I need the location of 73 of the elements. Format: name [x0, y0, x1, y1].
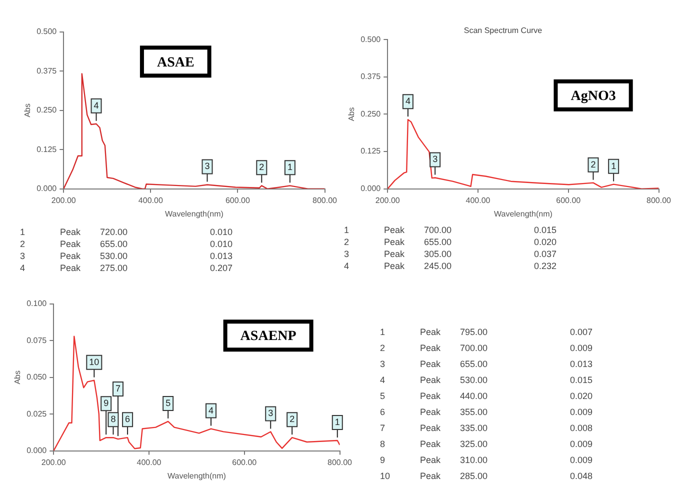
x-tick-label: 400.00 — [138, 196, 164, 205]
x-tick-label: 800.00 — [646, 196, 672, 205]
x-axis-title: Wavelength(nm) — [164, 209, 224, 218]
x-tick-label: 800.00 — [312, 196, 338, 205]
x-tick-label: 400.00 — [136, 458, 162, 467]
y-tick-label: 0.250 — [36, 106, 58, 115]
annotation: 6 — [125, 414, 130, 424]
text: 4 Peak 530.00 0.015 — [380, 375, 593, 385]
y-tick-label: 0.125 — [36, 144, 58, 154]
annotation: 1 — [334, 417, 340, 428]
annotation: 4 — [94, 100, 99, 110]
text: 2 Peak 655.00 0.010 — [20, 239, 233, 249]
x-tick-label: 200.00 — [41, 458, 66, 467]
text: ASAE — [156, 55, 194, 70]
y-tick-label: 0.250 — [360, 109, 382, 118]
x-tick-label: 200.00 — [375, 196, 400, 205]
y-tick-label: 0.375 — [360, 72, 382, 82]
text: 3 Peak 305.00 0.037 — [344, 249, 557, 259]
y-tick-label: 0.125 — [360, 146, 382, 156]
y-tick-label: 0.500 — [36, 27, 58, 36]
y-tick-label: 0.000 — [26, 446, 48, 456]
y-tick-label: 0.100 — [26, 299, 48, 308]
y-axis-title: Abs — [347, 107, 356, 122]
x-tick-label: 600.00 — [225, 196, 250, 205]
y-axis-title: Abs — [13, 370, 22, 384]
chart-title: Scan Spectrum Curve — [464, 26, 543, 36]
text: 6 Peak 355.00 0.009 — [380, 407, 593, 417]
y-tick-label: 0.375 — [36, 66, 58, 76]
text: 5 Peak 440.00 0.020 — [380, 391, 593, 401]
x-axis-title: Wavelength(nm) — [494, 209, 553, 218]
text: 2 Peak 700.00 0.009 — [380, 343, 593, 353]
text: 1 Peak 795.00 0.007 — [380, 327, 593, 337]
text: 8 Peak 325.00 0.009 — [380, 439, 593, 449]
annotation: 7 — [115, 384, 121, 394]
x-tick-label: 200.00 — [51, 196, 76, 205]
annotation: 1 — [611, 160, 616, 171]
text: 2 Peak 655.00 0.020 — [344, 237, 557, 247]
annotation: 4 — [208, 405, 214, 416]
text: 9 Peak 310.00 0.009 — [380, 455, 593, 465]
text: 7 Peak 335.00 0.008 — [380, 423, 593, 433]
text: AgNO3 — [570, 88, 616, 104]
annotation: 3 — [268, 408, 274, 418]
y-axis-title: Abs — [23, 104, 32, 118]
text: 1 Peak 720.00 0.010 — [20, 227, 233, 237]
text: ASAENP — [240, 329, 297, 344]
x-tick-label: 800.00 — [328, 458, 353, 467]
x-tick-label: 400.00 — [466, 196, 491, 205]
y-tick-label: 0.000 — [36, 184, 58, 194]
annotation: 1 — [287, 162, 292, 172]
annotation: 2 — [590, 159, 596, 170]
y-tick-label: 0.025 — [26, 409, 48, 418]
y-tick-label: 0.000 — [360, 184, 382, 194]
annotation: 9 — [104, 398, 109, 408]
x-tick-label: 600.00 — [556, 196, 582, 205]
text: 4 Peak 245.00 0.232 — [344, 261, 557, 271]
text: 3 Peak 530.00 0.013 — [20, 251, 233, 261]
annotation: 4 — [405, 96, 410, 106]
text: 3 Peak 655.00 0.013 — [380, 359, 593, 369]
annotation: 5 — [166, 398, 171, 408]
annotation: 2 — [259, 162, 264, 172]
annotation: 3 — [204, 161, 210, 172]
x-axis-title: Wavelength(nm) — [167, 471, 226, 480]
annotation: 10 — [89, 356, 100, 367]
text: 1 Peak 700.00 0.015 — [344, 225, 557, 235]
annotation: 8 — [110, 414, 116, 424]
y-tick-label: 0.500 — [360, 34, 382, 44]
annotation: 2 — [290, 414, 295, 424]
y-tick-label: 0.050 — [26, 372, 48, 382]
y-tick-label: 0.075 — [26, 336, 48, 345]
text: 10 Peak 285.00 0.048 — [380, 471, 593, 481]
annotation: 3 — [432, 154, 438, 164]
text: 4 Peak 275.00 0.207 — [20, 263, 233, 273]
x-tick-label: 600.00 — [232, 458, 258, 467]
